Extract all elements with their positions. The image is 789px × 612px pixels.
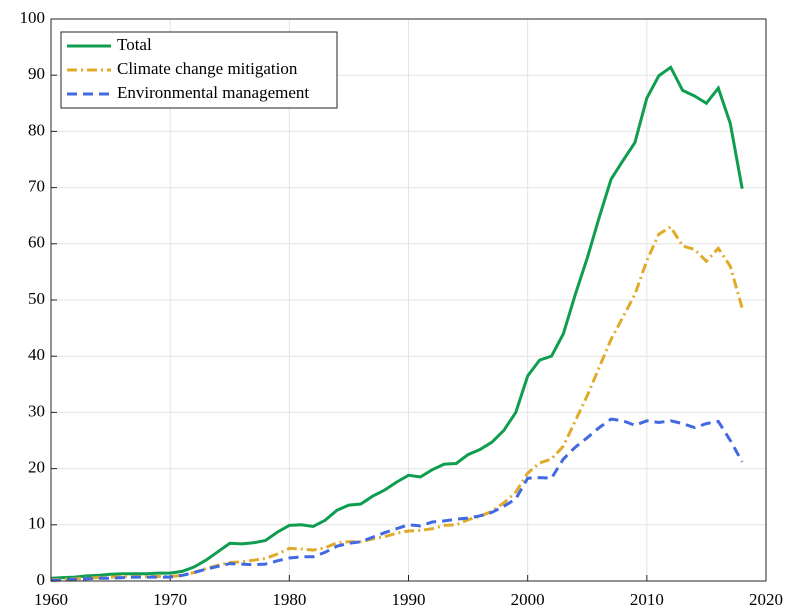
- y-tick-label: 60: [28, 233, 45, 252]
- plot-frame: [50, 18, 767, 582]
- y-tick-label: 30: [28, 401, 45, 420]
- legend-label: Total: [117, 35, 152, 54]
- x-tick-label: 1970: [153, 590, 187, 609]
- legend: Total Climate change mitigation Environmen…: [60, 31, 338, 109]
- y-tick-label: 50: [28, 289, 45, 308]
- y-tick-label: 80: [28, 120, 45, 139]
- x-tick-label: 2010: [630, 590, 664, 609]
- legend-label: Environmental management: [117, 83, 309, 102]
- y-tick-label: 0: [37, 570, 46, 589]
- x-tick-label: 1990: [392, 590, 426, 609]
- y-tick-label: 90: [28, 64, 45, 83]
- x-tick-label: 2000: [511, 590, 545, 609]
- x-tick-label: 2020: [749, 590, 783, 609]
- y-tick-label: 40: [28, 345, 45, 364]
- y-tick-label: 10: [28, 514, 45, 533]
- x-tick-label: 1980: [272, 590, 306, 609]
- y-tick-label: 20: [28, 458, 45, 477]
- y-tick-label: 100: [20, 8, 46, 27]
- legend-label: Climate change mitigation: [117, 59, 298, 78]
- x-tick-label: 1960: [34, 590, 68, 609]
- line-series: [50, 417, 744, 582]
- line-series: [50, 65, 744, 580]
- y-tick-label: 70: [28, 177, 45, 196]
